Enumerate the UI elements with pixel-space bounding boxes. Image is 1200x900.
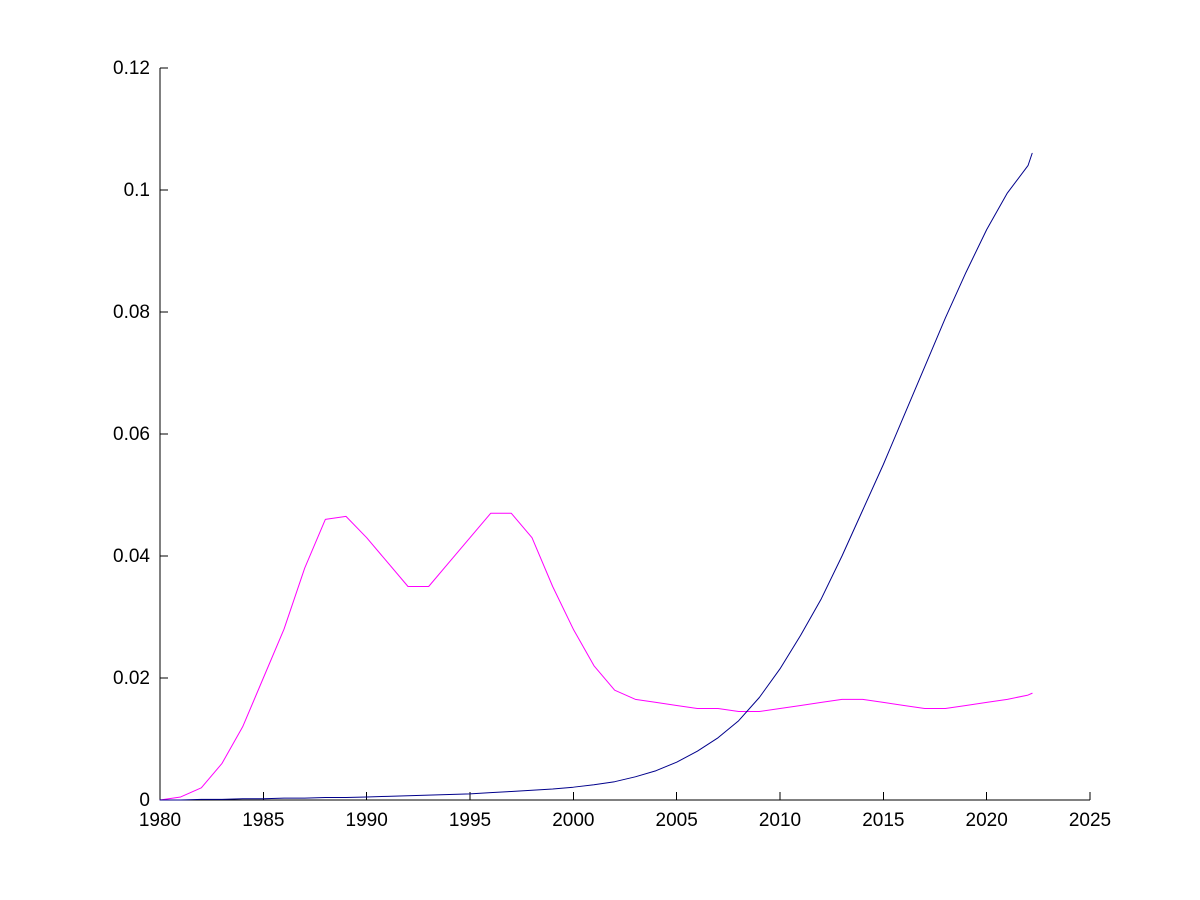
x-tick-label: 2020 (966, 810, 1008, 831)
y-tick-label: 0.04 (113, 546, 150, 567)
x-tick-label: 1995 (449, 810, 491, 831)
blue-series-line (159, 152, 1033, 801)
y-tick-label: 0.12 (113, 58, 150, 79)
magenta-series-line (159, 512, 1033, 801)
x-tick-label: 1990 (346, 810, 388, 831)
x-tick-label: 2015 (862, 810, 904, 831)
x-tick-label: 2025 (1069, 810, 1111, 831)
x-tick-label: 2010 (759, 810, 801, 831)
y-tick-label: 0.06 (113, 424, 150, 445)
x-tick-label: 2000 (552, 810, 594, 831)
x-tick-label: 1980 (139, 810, 181, 831)
y-tick-label: 0.02 (113, 668, 150, 689)
y-tick-label: 0.1 (124, 180, 150, 201)
y-tick-label: 0.08 (113, 302, 150, 323)
x-tick-label: 2005 (656, 810, 698, 831)
x-tick-label: 1985 (242, 810, 284, 831)
y-tick-label: 0 (139, 790, 150, 811)
